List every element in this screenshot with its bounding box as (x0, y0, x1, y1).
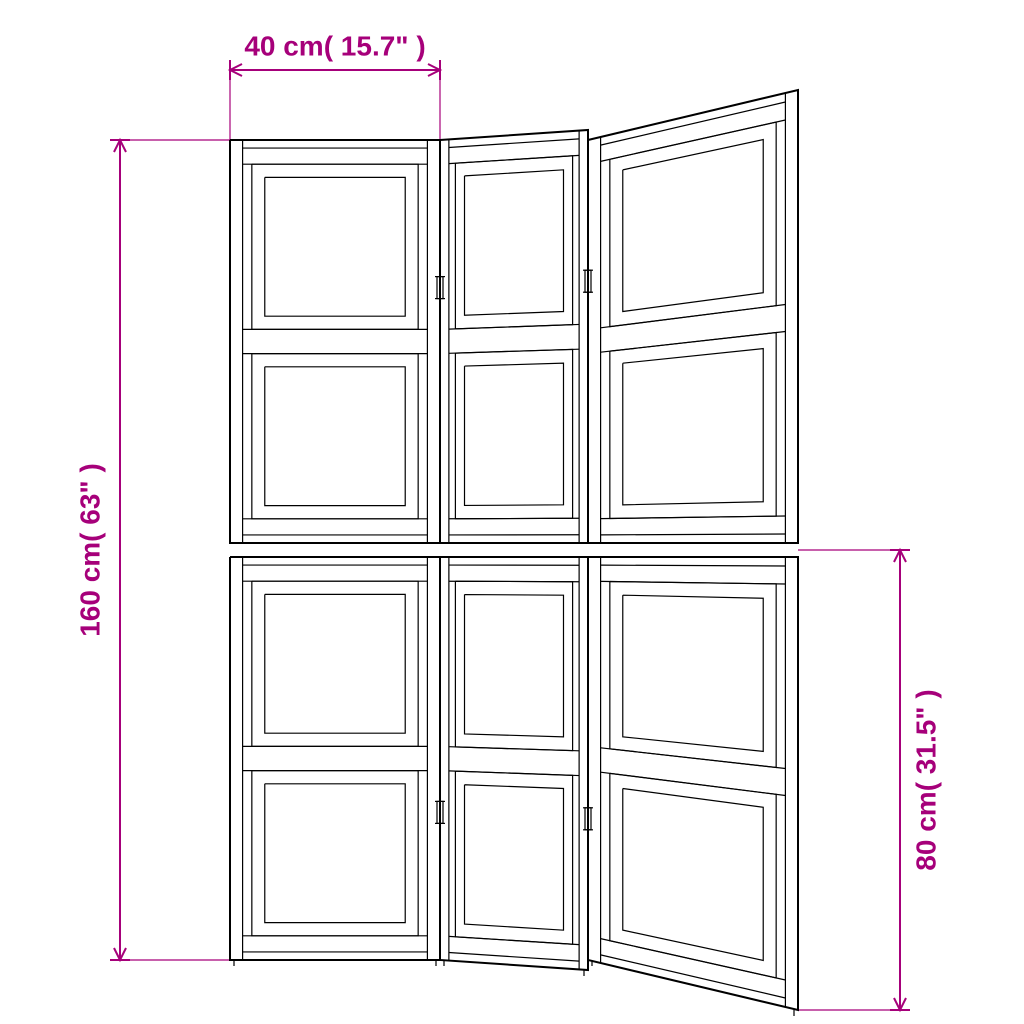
dim-height-label: 160 cm( 63" ) (74, 463, 105, 637)
panel-a (230, 140, 440, 966)
dim-halfheight-label: 80 cm( 31.5" ) (910, 689, 941, 870)
dim-width-label: 40 cm( 15.7" ) (244, 30, 425, 61)
panel-b (440, 130, 588, 976)
panel-c (588, 90, 798, 1016)
